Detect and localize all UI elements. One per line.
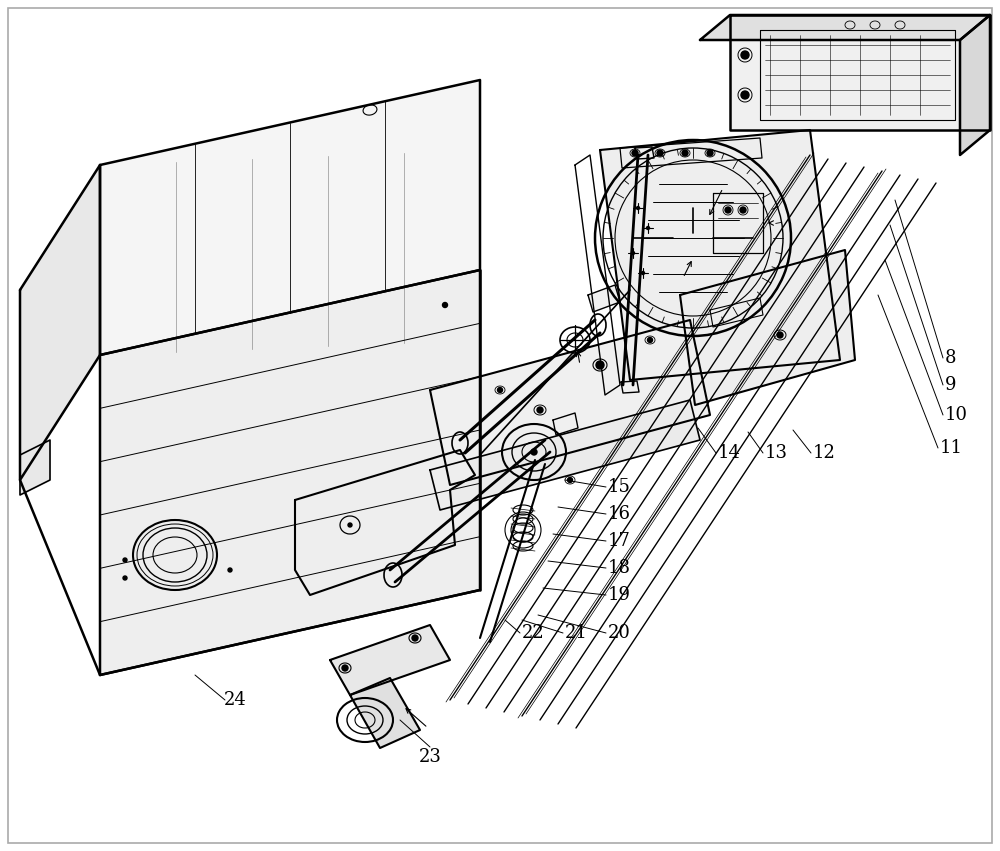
Circle shape	[531, 449, 537, 455]
Circle shape	[646, 226, 650, 230]
Polygon shape	[600, 130, 840, 380]
Circle shape	[412, 635, 418, 641]
Circle shape	[568, 477, 572, 483]
Circle shape	[342, 665, 348, 671]
Polygon shape	[700, 15, 990, 40]
Text: 15: 15	[608, 478, 631, 496]
Polygon shape	[430, 400, 700, 510]
Circle shape	[123, 576, 127, 580]
Text: 11: 11	[940, 439, 963, 457]
Text: 18: 18	[608, 559, 631, 577]
Text: 22: 22	[522, 624, 545, 642]
Polygon shape	[20, 440, 50, 495]
Polygon shape	[588, 285, 620, 312]
Polygon shape	[100, 270, 480, 675]
Circle shape	[725, 207, 731, 213]
Circle shape	[642, 271, 644, 275]
Circle shape	[637, 207, 640, 209]
Polygon shape	[730, 15, 990, 130]
Polygon shape	[330, 625, 450, 695]
Polygon shape	[430, 320, 710, 485]
Circle shape	[596, 361, 604, 369]
Text: 20: 20	[608, 624, 631, 642]
Circle shape	[741, 51, 749, 59]
Polygon shape	[295, 450, 475, 595]
Circle shape	[632, 252, 635, 254]
Text: 13: 13	[765, 444, 788, 462]
Text: 17: 17	[608, 532, 631, 550]
Circle shape	[657, 150, 663, 156]
Polygon shape	[620, 138, 762, 168]
Text: 24: 24	[224, 691, 246, 709]
Text: 14: 14	[718, 444, 741, 462]
Text: 12: 12	[813, 444, 836, 462]
Circle shape	[707, 150, 713, 156]
Text: 16: 16	[608, 505, 631, 523]
Circle shape	[741, 91, 749, 99]
Circle shape	[348, 523, 352, 527]
Text: 19: 19	[608, 586, 631, 604]
Circle shape	[648, 338, 652, 342]
Text: 21: 21	[565, 624, 588, 642]
Circle shape	[777, 332, 783, 338]
Text: 8: 8	[945, 349, 956, 367]
Circle shape	[498, 387, 503, 392]
Circle shape	[123, 558, 127, 562]
Circle shape	[632, 150, 638, 156]
Polygon shape	[350, 678, 420, 748]
Polygon shape	[20, 165, 100, 480]
Circle shape	[682, 150, 688, 156]
Text: 23: 23	[419, 748, 441, 766]
Text: 10: 10	[945, 406, 968, 424]
Polygon shape	[100, 80, 480, 355]
Circle shape	[442, 302, 448, 307]
Polygon shape	[960, 15, 990, 155]
Circle shape	[228, 568, 232, 572]
Text: 9: 9	[945, 376, 956, 394]
Circle shape	[537, 407, 543, 413]
Polygon shape	[680, 250, 855, 405]
Circle shape	[740, 207, 746, 213]
